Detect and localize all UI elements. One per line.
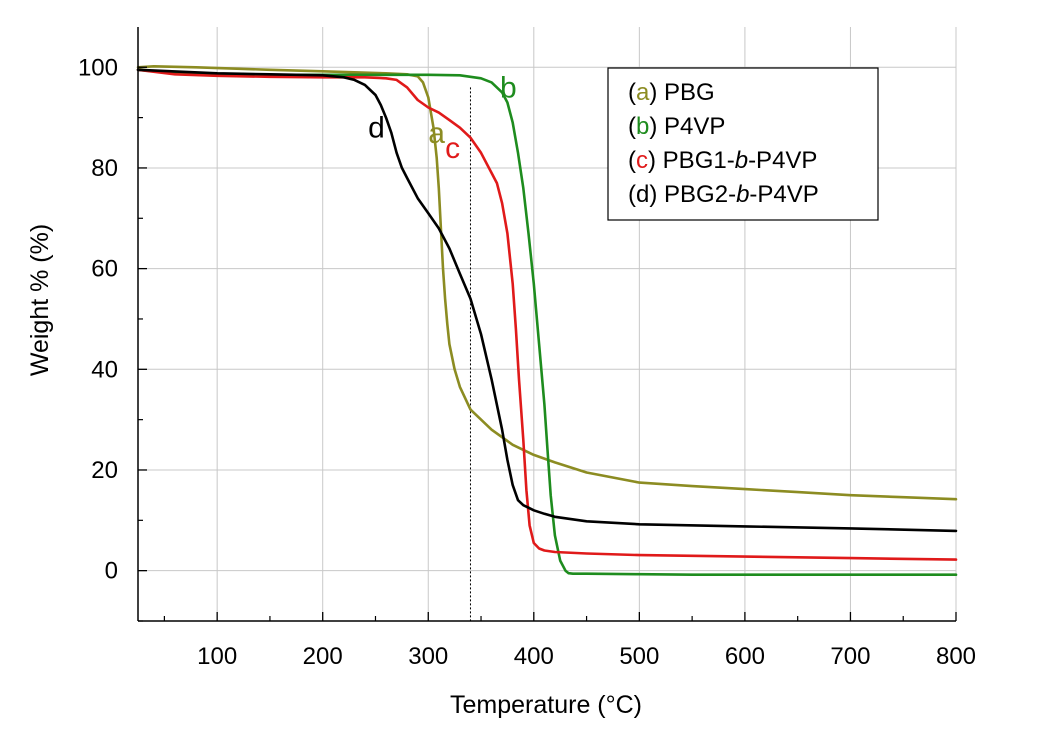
curve-label-d: d bbox=[368, 112, 385, 145]
series-line-a bbox=[136, 65, 958, 501]
series-group bbox=[136, 65, 958, 577]
x-tick-label: 100 bbox=[197, 643, 237, 670]
y-tick-label: 40 bbox=[91, 356, 118, 383]
x-tick-label: 500 bbox=[619, 643, 659, 670]
y-tick-label: 0 bbox=[105, 558, 118, 585]
y-tick-label: 80 bbox=[91, 155, 118, 182]
x-tick-label: 800 bbox=[936, 643, 976, 670]
x-tick-label: 600 bbox=[725, 643, 765, 670]
curve-label-a: a bbox=[428, 117, 445, 150]
x-tick-label: 300 bbox=[408, 643, 448, 670]
legend-entry-d: (d) PBG2-b-P4VP bbox=[628, 181, 819, 208]
legend-entry-b: (b) P4VP bbox=[628, 113, 725, 140]
x-axis-label: Temperature (°C) bbox=[450, 691, 642, 719]
axes bbox=[137, 27, 956, 622]
x-tick-label: 400 bbox=[514, 643, 554, 670]
legend-entry-a: (a) PBG bbox=[628, 79, 715, 106]
x-tick-label: 700 bbox=[830, 643, 870, 670]
ticks: 100 200 300 400 500 600 700 800 0 20 40 60 80 100 bbox=[78, 54, 976, 670]
curve-label-c: c bbox=[445, 132, 460, 165]
y-tick-label: 100 bbox=[78, 54, 118, 81]
legend: (a) PBG (b) P4VP (c) PBG1-b-P4VP (d) PBG2-b… bbox=[607, 67, 879, 221]
series-line-b bbox=[136, 68, 958, 577]
y-tick-label: 20 bbox=[91, 457, 118, 484]
series-line-d bbox=[136, 68, 958, 533]
y-axis-label: Weight % (%) bbox=[26, 224, 54, 376]
series-line-c bbox=[136, 68, 958, 561]
legend-box bbox=[607, 67, 879, 221]
curve-labels: a b c d bbox=[368, 71, 517, 164]
legend-entry-c: (c) PBG1-b-P4VP bbox=[628, 147, 817, 174]
y-tick-label: 60 bbox=[91, 256, 118, 283]
curve-label-b: b bbox=[500, 71, 517, 104]
x-tick-label: 200 bbox=[303, 643, 343, 670]
